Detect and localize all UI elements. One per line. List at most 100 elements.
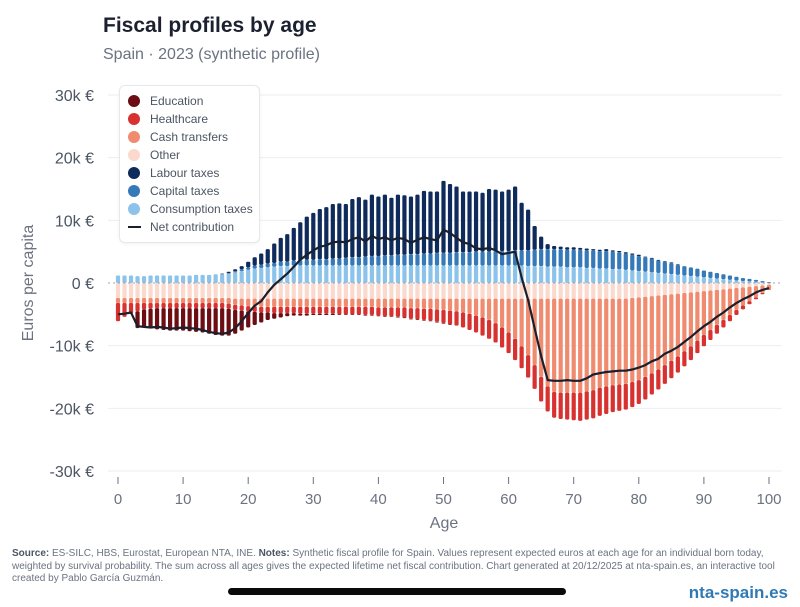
age-bar-94[interactable] xyxy=(727,275,733,322)
age-bar-53[interactable] xyxy=(460,191,466,328)
age-bar-89[interactable] xyxy=(695,268,700,354)
age-bar-11[interactable] xyxy=(187,275,192,332)
age-bar-8[interactable] xyxy=(167,275,173,331)
age-bar-48[interactable] xyxy=(428,191,433,322)
age-bar-66[interactable] xyxy=(545,244,550,412)
age-bar-37[interactable] xyxy=(356,197,361,315)
age-bar-44[interactable] xyxy=(402,195,407,319)
age-bar-29[interactable] xyxy=(304,216,309,316)
age-bar-65[interactable] xyxy=(539,236,544,402)
legend-item-capital-taxes[interactable]: Capital taxes xyxy=(128,182,219,200)
age-bar-45[interactable] xyxy=(408,196,414,320)
age-bar-9[interactable] xyxy=(174,275,179,331)
age-bar-13[interactable] xyxy=(200,274,205,333)
age-bar-95[interactable] xyxy=(734,276,739,315)
age-bar-83[interactable] xyxy=(656,259,661,390)
age-bar-10[interactable] xyxy=(181,275,186,331)
age-bar-33[interactable] xyxy=(330,204,335,315)
age-bar-88[interactable] xyxy=(688,267,693,361)
age-bar-50[interactable] xyxy=(441,180,446,324)
legend-item-labour-taxes[interactable]: Labour taxes xyxy=(128,164,219,182)
legend-item-other[interactable]: Other xyxy=(128,146,180,164)
age-bar-87[interactable] xyxy=(682,266,687,367)
age-bar-75[interactable] xyxy=(604,249,609,414)
age-bar-80[interactable] xyxy=(636,254,641,404)
age-bar-14[interactable] xyxy=(207,274,212,334)
age-bar-15[interactable] xyxy=(213,274,218,336)
age-bar-56[interactable] xyxy=(480,192,485,336)
age-bar-24[interactable] xyxy=(272,243,277,319)
age-bar-62[interactable] xyxy=(519,202,524,369)
age-bar-4[interactable] xyxy=(141,276,147,327)
age-bar-28[interactable] xyxy=(298,222,303,316)
age-bar-42[interactable] xyxy=(389,197,394,317)
age-bar-23[interactable] xyxy=(265,249,270,320)
age-bar-76[interactable] xyxy=(610,250,615,413)
age-bar-12[interactable] xyxy=(194,274,199,332)
age-bar-21[interactable] xyxy=(252,257,257,325)
age-bar-92[interactable] xyxy=(714,272,720,334)
age-bar-5[interactable] xyxy=(148,275,153,329)
age-bar-39[interactable] xyxy=(369,194,374,316)
age-bar-74[interactable] xyxy=(597,249,602,416)
age-bar-34[interactable] xyxy=(337,203,342,315)
age-bar-3[interactable] xyxy=(135,276,140,329)
legend-item-cash-transfers[interactable]: Cash transfers xyxy=(128,128,228,146)
legend-item-healthcare[interactable]: Healthcare xyxy=(128,110,208,128)
age-bar-72[interactable] xyxy=(584,248,589,420)
age-bar-36[interactable] xyxy=(350,199,355,315)
age-bar-69[interactable] xyxy=(565,247,570,420)
age-bar-2[interactable] xyxy=(128,275,134,314)
age-bar-90[interactable] xyxy=(701,270,706,347)
age-bar-86[interactable] xyxy=(675,264,680,373)
age-bar-60[interactable] xyxy=(506,189,511,354)
age-bar-43[interactable] xyxy=(395,194,401,318)
age-bar-1[interactable] xyxy=(122,275,127,317)
age-bar-52[interactable] xyxy=(454,186,459,326)
age-bar-18[interactable] xyxy=(233,269,238,334)
age-bar-70[interactable] xyxy=(571,247,576,421)
age-bar-20[interactable] xyxy=(246,261,251,328)
age-bar-78[interactable] xyxy=(623,252,628,410)
age-bar-51[interactable] xyxy=(447,183,453,325)
age-bar-17[interactable] xyxy=(226,271,231,336)
age-bar-57[interactable] xyxy=(486,189,492,339)
age-bar-91[interactable] xyxy=(708,271,713,341)
age-bar-81[interactable] xyxy=(643,256,648,400)
age-bar-61[interactable] xyxy=(513,186,518,361)
age-bar-22[interactable] xyxy=(259,253,264,323)
age-bar-58[interactable] xyxy=(493,189,498,343)
age-bar-30[interactable] xyxy=(311,212,316,315)
age-bar-32[interactable] xyxy=(324,207,329,315)
age-bar-68[interactable] xyxy=(558,246,563,419)
age-bar-46[interactable] xyxy=(415,194,420,320)
age-bar-73[interactable] xyxy=(591,249,596,419)
home-indicator[interactable] xyxy=(228,588,566,595)
age-bar-84[interactable] xyxy=(662,261,667,384)
age-bar-55[interactable] xyxy=(473,191,479,333)
age-bar-0[interactable] xyxy=(115,275,121,322)
age-bar-6[interactable] xyxy=(154,275,160,330)
age-bar-41[interactable] xyxy=(382,194,388,317)
age-bar-77[interactable] xyxy=(617,251,622,411)
age-bar-40[interactable] xyxy=(376,196,381,317)
age-bar-47[interactable] xyxy=(421,190,427,321)
age-bar-82[interactable] xyxy=(649,257,654,395)
age-bar-67[interactable] xyxy=(552,246,557,418)
age-bar-64[interactable] xyxy=(532,225,537,389)
age-bar-54[interactable] xyxy=(467,191,472,330)
age-bar-71[interactable] xyxy=(578,247,583,421)
age-bar-93[interactable] xyxy=(721,274,726,328)
legend-item-net-contribution[interactable]: Net contribution xyxy=(128,218,234,236)
age-bar-7[interactable] xyxy=(161,275,166,330)
age-bar-38[interactable] xyxy=(363,199,368,316)
legend-item-education[interactable]: Education xyxy=(128,92,203,110)
age-bar-79[interactable] xyxy=(630,253,635,408)
age-bar-59[interactable] xyxy=(499,191,505,348)
age-bar-85[interactable] xyxy=(669,262,674,379)
age-bar-16[interactable] xyxy=(220,273,225,336)
legend-item-consumption-taxes[interactable]: Consumption taxes xyxy=(128,200,253,218)
age-bar-63[interactable] xyxy=(526,209,531,378)
age-bar-31[interactable] xyxy=(317,209,322,315)
brand-link[interactable]: nta-spain.es xyxy=(688,583,788,602)
